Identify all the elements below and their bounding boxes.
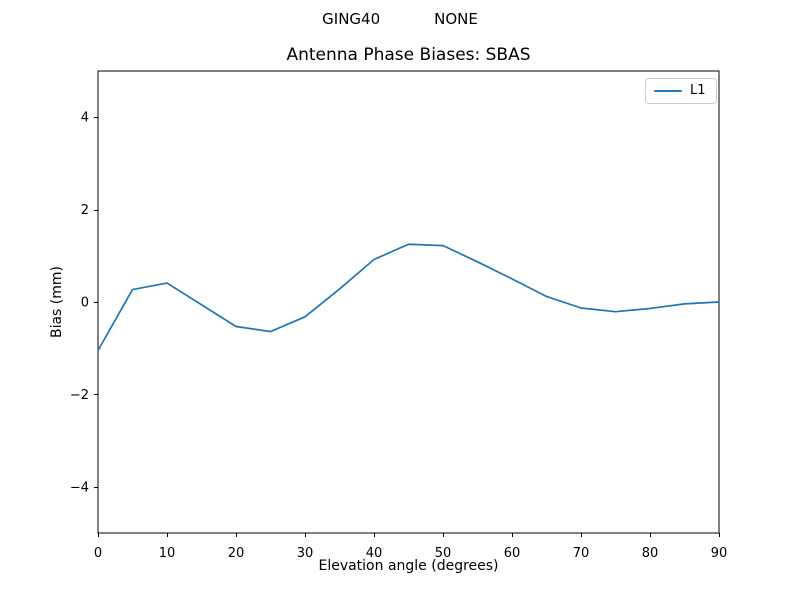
y-tick-label: −4 <box>70 480 89 495</box>
y-axis-label: Bias (mm) <box>49 265 65 339</box>
station-id: GING40 <box>322 10 381 28</box>
chart-title: Antenna Phase Biases: SBAS <box>286 45 531 65</box>
series-line-L1 <box>97 243 720 351</box>
plot-frame <box>97 70 720 534</box>
x-tick-label: 50 <box>435 546 452 561</box>
x-tick-label: 60 <box>504 546 521 561</box>
y-tick-label: 2 <box>81 203 89 218</box>
x-tick-label: 30 <box>297 546 314 561</box>
legend-line-sample <box>654 90 682 92</box>
y-tick-label: 4 <box>81 111 89 126</box>
x-tick-label: 0 <box>94 546 102 561</box>
figure-title: GING40 NONE <box>0 10 800 28</box>
x-tick-label: 80 <box>642 546 659 561</box>
y-tick-label: 0 <box>81 296 89 311</box>
legend: L1 <box>645 78 717 104</box>
legend-label: L1 <box>690 83 706 98</box>
y-tick-label: −2 <box>70 388 89 403</box>
x-tick-label: 70 <box>573 546 590 561</box>
x-tick-label: 20 <box>228 546 245 561</box>
x-tick-label: 40 <box>366 546 383 561</box>
antenna-radome: NONE <box>434 10 478 28</box>
x-tick-label: 10 <box>159 546 176 561</box>
x-tick-label: 90 <box>711 546 728 561</box>
x-axis-label: Elevation angle (degrees) <box>318 558 499 574</box>
